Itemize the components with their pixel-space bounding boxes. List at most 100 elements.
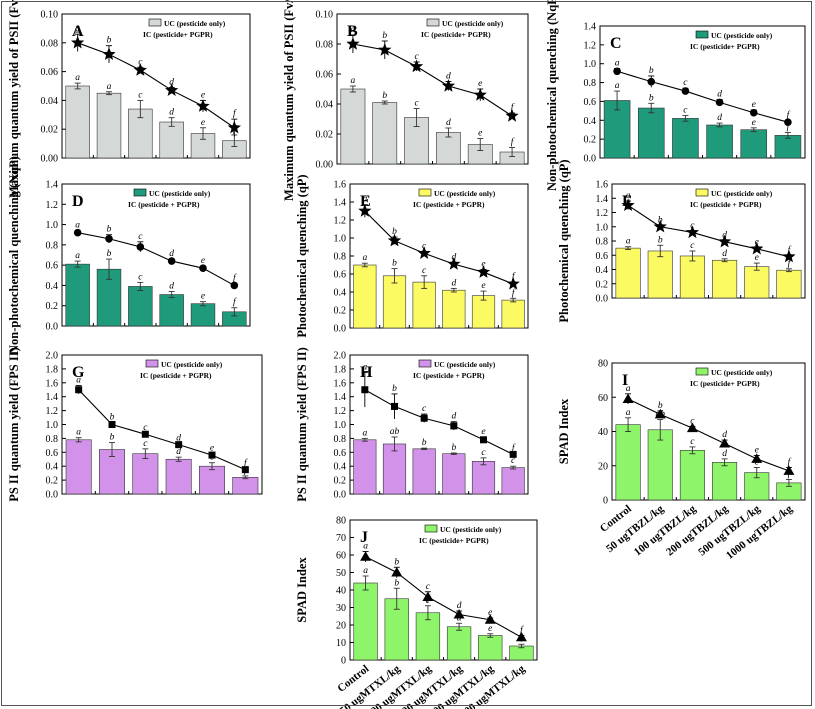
line-marker xyxy=(361,386,369,394)
line-marker xyxy=(208,451,216,459)
line-letter: f xyxy=(787,109,791,120)
line-marker xyxy=(686,422,698,433)
bar-letter: c xyxy=(422,266,427,276)
y-tick-label: 0.8 xyxy=(596,237,609,248)
line-marker xyxy=(417,246,431,259)
y-tick-label: 1.2 xyxy=(334,406,347,417)
bar-letter: a xyxy=(363,566,368,576)
y-tick-label: 1.4 xyxy=(334,198,347,209)
line-marker xyxy=(505,109,519,122)
line-letter: e xyxy=(210,444,214,454)
legend-label-ic: IC (pesticide+ PGPR) xyxy=(421,30,491,39)
y-tick-label: 1.0 xyxy=(584,59,597,70)
bar-letter: e xyxy=(488,624,492,634)
y-tick-label: 0.08 xyxy=(41,38,59,49)
line-marker xyxy=(751,453,763,463)
line-marker xyxy=(654,408,666,419)
bar xyxy=(712,462,738,501)
line-letter: d xyxy=(451,412,456,422)
bar xyxy=(65,85,90,159)
y-axis-label: SPAD Index xyxy=(295,557,309,623)
bar xyxy=(372,102,398,165)
line-letter: b xyxy=(649,66,654,76)
panel-a: 0.00 0.02 0.04 0.06 0.08 0.10 Maximum quantum … xyxy=(7,0,251,198)
legend-label-ic: IC (pesticide+ PGPR) xyxy=(143,30,213,39)
y-tick-label: 1.6 xyxy=(46,378,59,389)
bar-letter: e xyxy=(755,253,759,263)
line-letter: a xyxy=(362,362,367,372)
legend-label-uc: UC (pesticide only) xyxy=(442,19,504,28)
bar xyxy=(353,439,377,495)
line-marker xyxy=(108,421,116,428)
y-tick-label: 0.00 xyxy=(41,154,59,165)
series-line xyxy=(364,389,514,455)
bar-letter: d xyxy=(722,249,727,259)
y-tick-label: 0.6 xyxy=(334,270,347,281)
line-marker xyxy=(409,59,424,73)
line-letter: f xyxy=(233,272,237,283)
legend-label-uc: UC (pesticide only) xyxy=(711,31,773,40)
series-line xyxy=(616,70,789,123)
line-letter: c xyxy=(143,423,148,433)
bar xyxy=(132,453,159,495)
line-letter: c xyxy=(422,242,427,252)
line-marker xyxy=(453,609,465,619)
y-tick-label: 0.8 xyxy=(46,434,59,445)
line-letter: e xyxy=(478,79,482,89)
bar-letter: d xyxy=(451,278,456,288)
bar xyxy=(712,259,738,299)
line-marker xyxy=(175,441,183,449)
y-tick-label: 40 xyxy=(598,427,608,438)
line-marker xyxy=(167,257,176,265)
y-tick-label: 70 xyxy=(336,533,346,544)
line-marker xyxy=(165,83,179,96)
bar-letter: e xyxy=(481,281,485,291)
y-tick-label: 0.2 xyxy=(46,301,59,312)
bar-letter: b xyxy=(451,443,456,453)
y-axis-label: Maximum quantum yield of PSII (Fv/Fm) xyxy=(7,0,21,198)
line-marker xyxy=(141,430,149,438)
panel-letter: A xyxy=(72,23,84,40)
line-marker xyxy=(480,436,487,444)
line-marker xyxy=(613,67,621,76)
line-marker xyxy=(782,249,796,263)
bar xyxy=(478,635,503,661)
y-tick-label: 2.0 xyxy=(334,351,347,362)
bar xyxy=(442,289,466,329)
line-letter: d xyxy=(722,230,727,240)
bar-letter: a xyxy=(615,81,620,91)
line-marker xyxy=(420,414,428,422)
line-letter: f xyxy=(233,108,237,119)
line-marker xyxy=(784,118,792,126)
line-letter: e xyxy=(201,256,205,266)
bar xyxy=(615,247,641,299)
bar xyxy=(501,299,525,329)
line-letter: a xyxy=(75,24,80,34)
y-tick-label: 1.4 xyxy=(46,180,59,191)
line-letter: b xyxy=(392,384,397,394)
line-letter: d xyxy=(717,90,722,100)
y-tick-label: 1.6 xyxy=(334,378,347,389)
legend-label-uc: UC (pesticide only) xyxy=(440,525,502,534)
panel-d: 0.0 0.2 0.4 0.6 0.8 1.0 1.2 1.4 Non-photochemica… xyxy=(7,156,251,354)
y-tick-label: 60 xyxy=(598,393,608,404)
y-axis-label: SPAD Index xyxy=(557,398,571,464)
line-marker xyxy=(73,228,82,237)
y-tick-label: 0.06 xyxy=(316,70,334,81)
panel-letter: B xyxy=(347,23,358,40)
line-marker xyxy=(422,591,434,601)
line-marker xyxy=(515,631,527,642)
bar-letter: d xyxy=(169,282,174,292)
y-axis-label: Photochemical quenching (qP) xyxy=(295,174,309,337)
bar-letter: a xyxy=(351,76,356,86)
bar xyxy=(340,88,366,165)
bar-letter: d xyxy=(169,108,174,118)
bar xyxy=(706,124,733,159)
y-tick-label: 0.0 xyxy=(46,322,59,333)
bar xyxy=(96,92,122,159)
panel-b: 0.00 0.02 0.04 0.06 0.08 0.10 Maximum quantum … xyxy=(282,0,529,201)
y-tick-label: 0.0 xyxy=(584,154,597,165)
y-axis-label: PS II quantum yield (FPS II) xyxy=(7,347,21,502)
line-letter: f xyxy=(512,271,516,282)
